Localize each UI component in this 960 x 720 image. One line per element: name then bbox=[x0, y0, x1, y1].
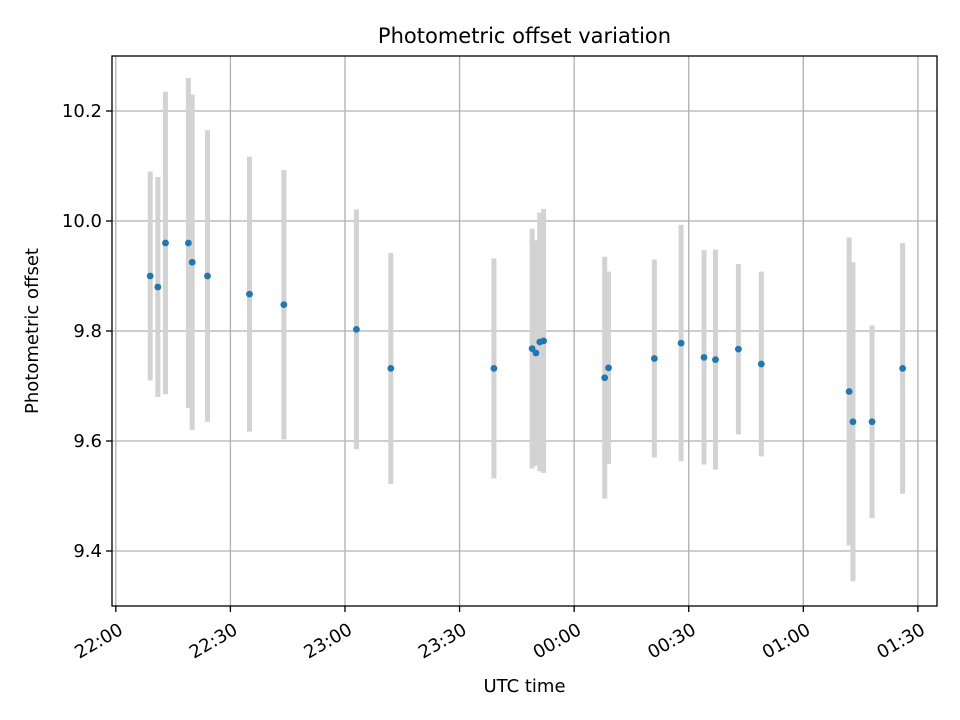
y-tick-label: 10.0 bbox=[62, 211, 102, 232]
y-axis-label: Photometric offset bbox=[22, 248, 43, 414]
data-point bbox=[146, 272, 154, 280]
data-point bbox=[712, 356, 719, 363]
y-tick-label: 9.4 bbox=[73, 541, 102, 562]
x-tick-label: 23:00 bbox=[300, 619, 355, 663]
data-point bbox=[605, 364, 612, 372]
data-point bbox=[204, 272, 211, 280]
data-point bbox=[154, 283, 162, 291]
data-point bbox=[757, 360, 765, 368]
data-point bbox=[387, 365, 395, 372]
x-tick-label: 22:00 bbox=[71, 619, 126, 663]
x-tick-label: 01:30 bbox=[873, 619, 928, 663]
y-tick-label: 9.6 bbox=[73, 431, 102, 452]
data-point bbox=[246, 290, 253, 298]
data-point bbox=[677, 339, 685, 347]
x-tick-label: 22:30 bbox=[186, 619, 241, 663]
data-point bbox=[650, 355, 658, 362]
data-point bbox=[601, 374, 609, 382]
y-tick-label: 9.8 bbox=[73, 321, 102, 342]
x-tick-label: 00:30 bbox=[644, 619, 699, 663]
data-point bbox=[868, 418, 876, 426]
data-point bbox=[532, 349, 540, 357]
data-point bbox=[353, 325, 360, 333]
data-point bbox=[734, 345, 742, 353]
data-points bbox=[146, 239, 907, 426]
x-tick-label: 00:00 bbox=[530, 619, 585, 663]
data-point bbox=[700, 354, 708, 361]
data-point bbox=[528, 345, 536, 352]
data-point bbox=[280, 301, 288, 308]
data-point bbox=[188, 258, 196, 266]
data-point bbox=[162, 239, 169, 247]
error-bars bbox=[147, 78, 906, 582]
data-point bbox=[845, 388, 853, 395]
data-point bbox=[184, 239, 192, 247]
data-point bbox=[540, 337, 547, 345]
x-tick-label: 01:00 bbox=[759, 619, 814, 663]
x-tick-label: 23:30 bbox=[415, 619, 470, 663]
y-tick-label: 10.2 bbox=[62, 101, 102, 122]
grid bbox=[112, 56, 937, 606]
data-point bbox=[899, 365, 907, 372]
data-point bbox=[849, 418, 857, 426]
chart-title: Photometric offset variation bbox=[378, 24, 671, 48]
data-point bbox=[490, 365, 498, 372]
x-axis-label: UTC time bbox=[483, 676, 565, 697]
